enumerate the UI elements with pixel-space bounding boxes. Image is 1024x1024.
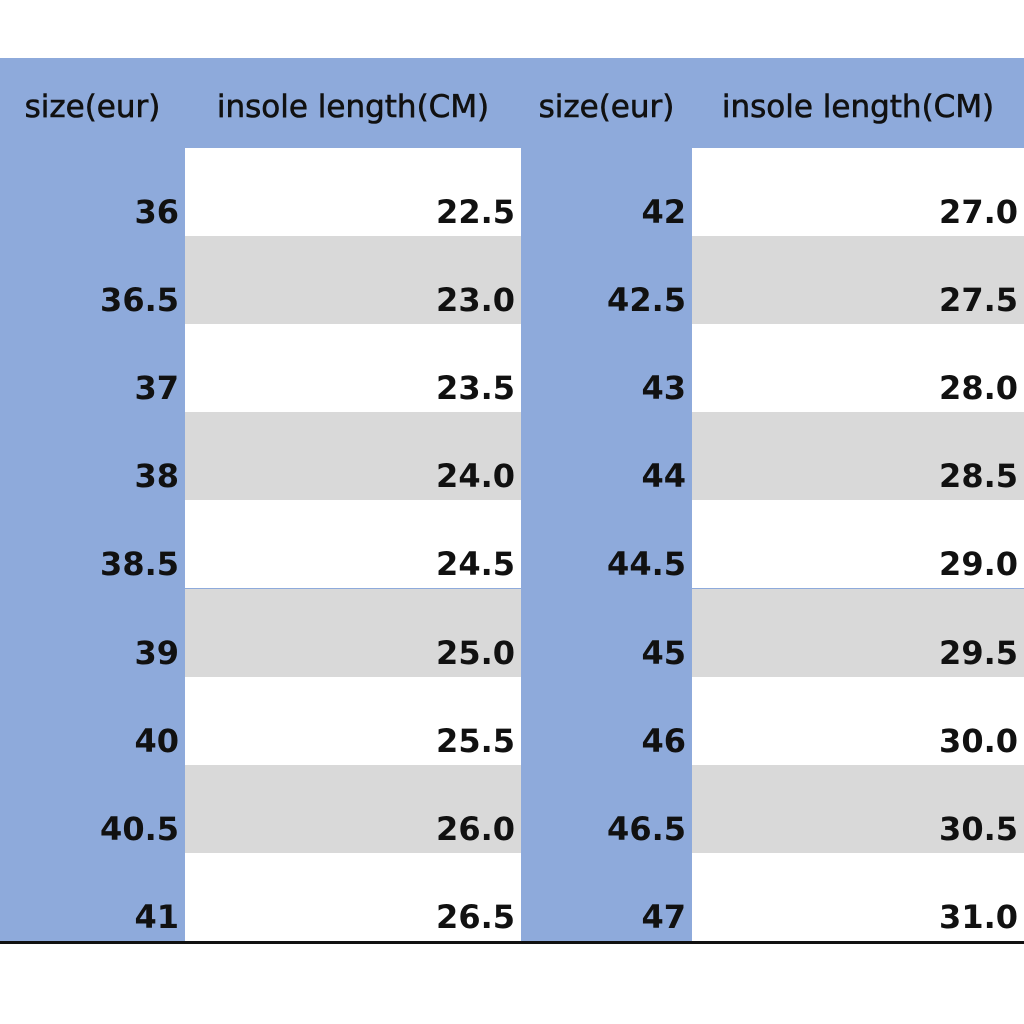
size-cell: 38.5 xyxy=(100,545,179,584)
size-cell: 44 xyxy=(641,457,686,496)
length-cell: 24.0 xyxy=(185,412,521,501)
column-header: size(eur) xyxy=(24,89,161,126)
size-cell: 36 xyxy=(134,193,179,232)
column-header: insole length(CM) xyxy=(721,89,995,126)
column-header: size(eur) xyxy=(538,89,675,126)
length-cell: 29.0 xyxy=(692,500,1024,589)
size-cell: 46.5 xyxy=(607,809,686,848)
size-cell: 47 xyxy=(641,897,686,936)
size-cell: 39 xyxy=(134,633,179,672)
size-cell: 45 xyxy=(641,633,686,672)
size-cell: 42.5 xyxy=(607,281,686,320)
size-table: size(eur) insole length(CM) size(eur) insol… xyxy=(0,58,1024,944)
length-cell: 28.0 xyxy=(692,324,1024,413)
size-cell: 42 xyxy=(641,193,686,232)
length-cell: 26.0 xyxy=(185,764,521,853)
size-cell: 40 xyxy=(134,721,179,760)
size-cell: 37 xyxy=(134,369,179,408)
length-cell: 23.0 xyxy=(185,236,521,325)
length-cell: 25.0 xyxy=(185,588,521,677)
length-cell: 31.0 xyxy=(692,852,1024,941)
column-header: insole length(CM) xyxy=(216,89,490,126)
size-cell: 38 xyxy=(134,457,179,496)
size-cell: 40.5 xyxy=(100,809,179,848)
length-cell: 30.5 xyxy=(692,764,1024,853)
length-cell: 27.0 xyxy=(692,148,1024,237)
size-cell: 46 xyxy=(641,721,686,760)
size-cell: 44.5 xyxy=(607,545,686,584)
length-cell: 26.5 xyxy=(185,852,521,941)
length-cell: 28.5 xyxy=(692,412,1024,501)
length-cell: 25.5 xyxy=(185,676,521,765)
length-cell: 30.0 xyxy=(692,676,1024,765)
length-cell: 22.5 xyxy=(185,148,521,237)
length-cell: 27.5 xyxy=(692,236,1024,325)
length-cell: 29.5 xyxy=(692,588,1024,677)
size-cell: 43 xyxy=(641,369,686,408)
length-cell: 23.5 xyxy=(185,324,521,413)
length-cell: 24.5 xyxy=(185,500,521,589)
size-cell: 41 xyxy=(134,897,179,936)
size-cell: 36.5 xyxy=(100,281,179,320)
